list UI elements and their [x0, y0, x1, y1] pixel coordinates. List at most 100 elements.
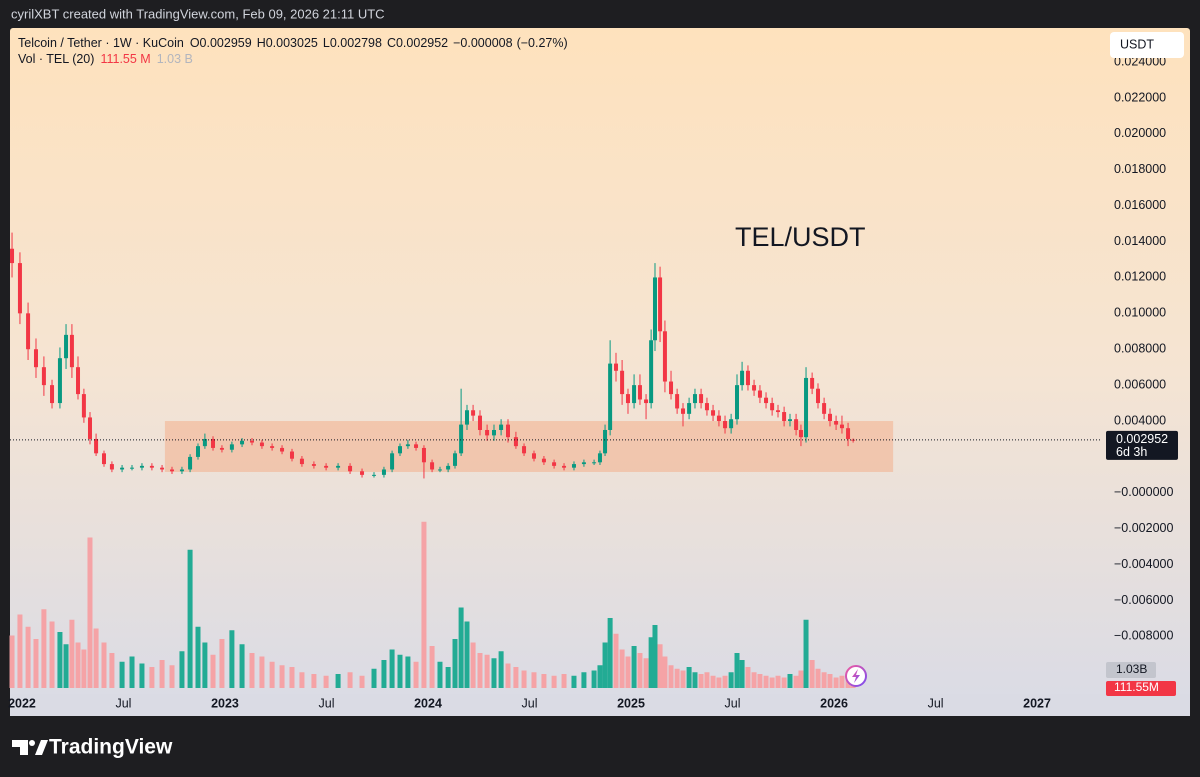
volume-bar [833, 677, 839, 688]
candle-body [405, 444, 410, 447]
candle-body [541, 458, 546, 463]
annotation: TEL/USDT [735, 222, 866, 252]
volume-bar [75, 642, 81, 688]
candle-body [846, 428, 851, 439]
volume-bar [769, 677, 775, 688]
candle-body [202, 438, 207, 447]
candle-body [437, 469, 442, 471]
ohlc-value: 0.002798 [330, 36, 382, 50]
volume-bar [429, 646, 435, 688]
volume-bar [187, 549, 193, 688]
volume-bar [219, 639, 225, 688]
candle-body [459, 424, 464, 454]
candle-body [729, 419, 734, 429]
candle-body [64, 334, 69, 359]
candle-body [421, 447, 426, 463]
time-axis [10, 694, 1190, 716]
volume-bar [637, 653, 643, 688]
candle-body [26, 313, 31, 350]
volume-bar [421, 521, 427, 688]
candle-body [240, 440, 245, 445]
candle-body [219, 447, 224, 450]
volume-bar [311, 674, 317, 688]
candle-body [69, 334, 74, 368]
candle-body [195, 446, 200, 457]
candle-body [299, 458, 304, 465]
volume-bar [686, 667, 692, 688]
candle-body [259, 442, 264, 447]
x-tick-label: Jul [522, 696, 538, 710]
volume-bar [323, 675, 329, 688]
volume-bar [389, 649, 395, 688]
candle-body [839, 424, 844, 429]
volume-bar [821, 672, 827, 688]
candle-body [810, 377, 815, 389]
candle-body [816, 388, 821, 404]
candle-body [522, 446, 527, 454]
volume-bar [803, 619, 809, 688]
ohlc-prefix: O [190, 36, 200, 50]
volume-bar [119, 661, 125, 688]
x-tick-label: 2023 [211, 696, 239, 710]
volume-bar [249, 653, 255, 688]
candle-body [614, 363, 619, 371]
volume-bar [541, 674, 547, 688]
change-pct: (−0.27%) [517, 36, 568, 50]
volume-bar [704, 672, 710, 688]
volume-bar [259, 656, 265, 688]
price-label: 0.002952 [1116, 432, 1168, 446]
candle-body [794, 419, 799, 430]
x-tick-label: 2024 [414, 696, 442, 710]
candle-body [782, 412, 787, 422]
symbol: Telcoin / Tether · 1W · KuCoin [18, 36, 184, 50]
x-tick-label: Jul [319, 696, 335, 710]
candle-body [81, 394, 86, 418]
y-tick-label: −0.000000 [1114, 485, 1173, 499]
candle-body [381, 469, 386, 475]
candle-body [603, 429, 608, 454]
volume-bar [521, 670, 527, 688]
candle-body [552, 462, 557, 466]
candle-body [348, 465, 353, 472]
candle-body [625, 394, 630, 404]
candle-body [644, 399, 649, 404]
volume-ma-label: 1.03B [1116, 662, 1147, 676]
x-tick-label: Jul [115, 696, 131, 710]
candle-body [770, 403, 775, 411]
volume-bar [109, 653, 115, 688]
currency-badge[interactable] [1110, 32, 1184, 58]
volume-bar [269, 661, 275, 688]
volume-bar [149, 667, 155, 688]
candle-body [485, 429, 490, 436]
volume-ma-badge [1106, 661, 1156, 678]
candle-body [149, 465, 154, 468]
volume-bar [63, 644, 69, 688]
volume-bar [458, 607, 464, 688]
candle-body [798, 429, 803, 438]
candle-body [280, 447, 285, 452]
candle-body [160, 467, 165, 470]
candle-body [477, 415, 482, 430]
volume-bar [202, 642, 208, 688]
volume-bar [229, 630, 235, 688]
volume-bar [648, 637, 654, 688]
currency: USDT [1120, 37, 1154, 51]
volume-bar [739, 660, 745, 688]
ohlc-value: 0.003025 [266, 36, 318, 50]
alert-icon[interactable] [845, 665, 867, 687]
candle-body [109, 464, 114, 470]
candle-body [681, 408, 686, 414]
volume-bar [680, 670, 686, 688]
volume-bar [25, 626, 31, 688]
volume-bar [619, 649, 625, 688]
volume-bar [597, 665, 603, 688]
volume-bar [484, 654, 490, 688]
candle-body [41, 367, 46, 386]
volume-bar [335, 674, 341, 688]
volume-bar [195, 626, 201, 688]
y-tick-label: 0.006000 [1114, 377, 1166, 391]
volume-bar [728, 672, 734, 688]
y-tick-label: 0.008000 [1114, 342, 1166, 356]
volume-bar [101, 642, 107, 688]
